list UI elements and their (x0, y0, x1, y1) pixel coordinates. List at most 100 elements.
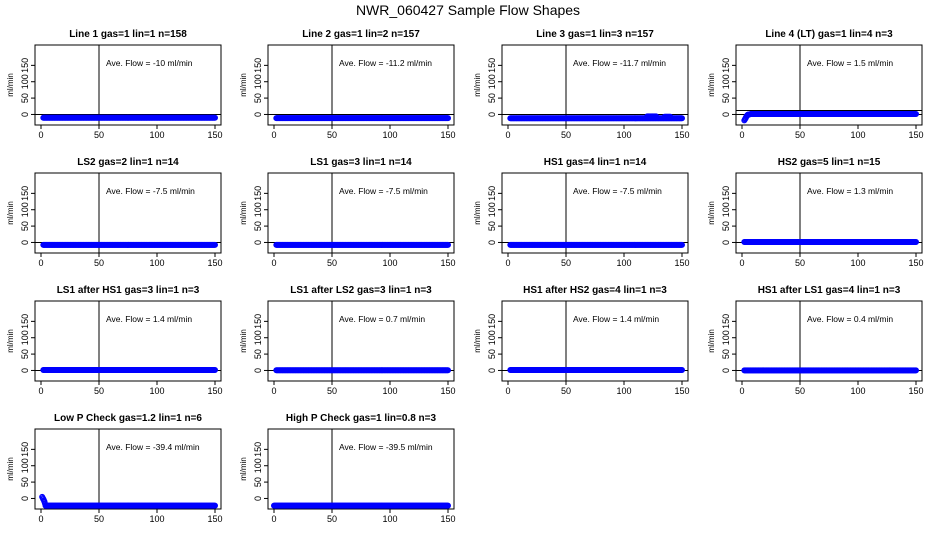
plot-frame (34, 300, 222, 382)
plot-frame (34, 44, 222, 126)
x-tick-label: 0 (505, 386, 510, 396)
x-tick-label: 100 (149, 130, 164, 140)
data-point (653, 113, 660, 120)
plot-frame (735, 172, 923, 254)
ave-flow-annotation: Ave. Flow = -7.5 ml/min (106, 186, 195, 196)
x-tick-label: 50 (561, 130, 571, 140)
y-tick-label: 50 (253, 349, 263, 359)
x-tick-label: 150 (674, 386, 689, 396)
panel-title: Line 2 gas=1 lin=2 n=157 (302, 29, 420, 40)
x-tick-label: 0 (739, 258, 744, 268)
y-tick-label: 0 (20, 368, 30, 373)
y-tick-label: 0 (487, 240, 497, 245)
y-tick-label: 100 (253, 330, 263, 345)
ave-flow-annotation: Ave. Flow = 1.5 ml/min (807, 58, 893, 68)
x-tick-label: 100 (382, 514, 397, 524)
x-tick-label: 100 (149, 258, 164, 268)
ave-flow-annotation: Ave. Flow = 0.4 ml/min (807, 314, 893, 324)
panel-title: LS1 gas=3 lin=1 n=14 (310, 157, 412, 168)
plot-frame (735, 300, 923, 382)
x-tick-label: 0 (739, 386, 744, 396)
x-tick-label: 50 (795, 130, 805, 140)
x-tick-label: 0 (271, 258, 276, 268)
ave-flow-annotation: Ave. Flow = -7.5 ml/min (573, 186, 662, 196)
data-point (912, 239, 919, 246)
y-tick-label: 0 (20, 112, 30, 117)
data-point (678, 366, 685, 373)
x-tick-label: 150 (440, 130, 455, 140)
y-tick-label: 50 (253, 477, 263, 487)
x-tick-label: 0 (38, 514, 43, 524)
panel-8: HS2 gas=5 lin=1 n=150 50 100 150050100150ml… (707, 157, 924, 268)
y-tick-label: 100 (721, 330, 731, 345)
x-tick-label: 50 (327, 130, 337, 140)
x-tick-label: 0 (38, 386, 43, 396)
panel-title: LS1 after HS1 gas=3 lin=1 n=3 (57, 285, 200, 296)
x-tick-label: 0 (739, 130, 744, 140)
data-point (212, 502, 219, 509)
y-tick-label: 150 (487, 186, 497, 201)
x-tick-label: 100 (382, 386, 397, 396)
y-axis-label: ml/min (239, 201, 248, 225)
y-tick-label: 150 (20, 58, 30, 73)
data-points (273, 241, 452, 248)
x-tick-label: 50 (561, 258, 571, 268)
data-points (40, 114, 219, 121)
data-point (445, 367, 452, 374)
data-point (678, 115, 685, 122)
y-axis-label: ml/min (707, 73, 716, 97)
y-tick-label: 100 (253, 458, 263, 473)
y-tick-label: 50 (487, 221, 497, 231)
y-tick-label: 100 (20, 202, 30, 217)
data-points (741, 110, 919, 124)
y-tick-label: 0 (253, 240, 263, 245)
y-tick-label: 0 (20, 496, 30, 501)
data-point (667, 113, 674, 120)
x-tick-label: 100 (850, 258, 865, 268)
x-tick-label: 0 (271, 130, 276, 140)
y-tick-label: 50 (20, 477, 30, 487)
panel-title: HS2 gas=5 lin=1 n=15 (778, 157, 881, 168)
panel-7: HS1 gas=4 lin=1 n=140 50 100 150050100150ml… (473, 157, 690, 268)
data-point (912, 110, 919, 117)
x-tick-label: 100 (850, 130, 865, 140)
data-point (445, 241, 452, 248)
y-tick-label: 150 (721, 186, 731, 201)
x-tick-label: 0 (38, 130, 43, 140)
ave-flow-annotation: Ave. Flow = 1.4 ml/min (106, 314, 192, 324)
y-tick-label: 50 (20, 349, 30, 359)
ave-flow-annotation: Ave. Flow = 0.7 ml/min (339, 314, 425, 324)
y-tick-label: 150 (487, 58, 497, 73)
x-tick-label: 0 (505, 258, 510, 268)
panel-4: Line 4 (LT) gas=1 lin=4 n=30 50 100 1500501… (707, 29, 924, 140)
x-tick-label: 100 (616, 258, 631, 268)
plot-frame (34, 172, 222, 254)
x-tick-label: 0 (271, 386, 276, 396)
panel-title: High P Check gas=1 lin=0.8 n=3 (286, 413, 437, 424)
plot-frame (34, 428, 222, 510)
y-axis-label: ml/min (473, 329, 482, 353)
y-axis-label: ml/min (707, 201, 716, 225)
x-tick-label: 150 (440, 258, 455, 268)
data-points (507, 366, 685, 373)
x-tick-label: 50 (94, 258, 104, 268)
y-axis-label: ml/min (6, 73, 15, 97)
data-point (212, 114, 219, 121)
ave-flow-annotation: Ave. Flow = 1.4 ml/min (573, 314, 659, 324)
y-tick-label: 150 (253, 58, 263, 73)
panel-title: Line 4 (LT) gas=1 lin=4 n=3 (765, 29, 893, 40)
panel-title: Line 3 gas=1 lin=3 n=157 (536, 29, 654, 40)
y-tick-label: 100 (20, 330, 30, 345)
x-tick-label: 100 (382, 130, 397, 140)
y-tick-label: 150 (487, 314, 497, 329)
x-tick-label: 50 (795, 258, 805, 268)
panel-title: HS1 gas=4 lin=1 n=14 (544, 157, 647, 168)
panel-title: LS2 gas=2 lin=1 n=14 (77, 157, 179, 168)
y-tick-label: 0 (487, 368, 497, 373)
y-tick-label: 100 (721, 202, 731, 217)
x-tick-label: 50 (327, 386, 337, 396)
y-axis-label: ml/min (707, 329, 716, 353)
panel-5: LS2 gas=2 lin=1 n=140 50 100 150050100150ml… (6, 157, 223, 268)
y-tick-label: 150 (253, 442, 263, 457)
